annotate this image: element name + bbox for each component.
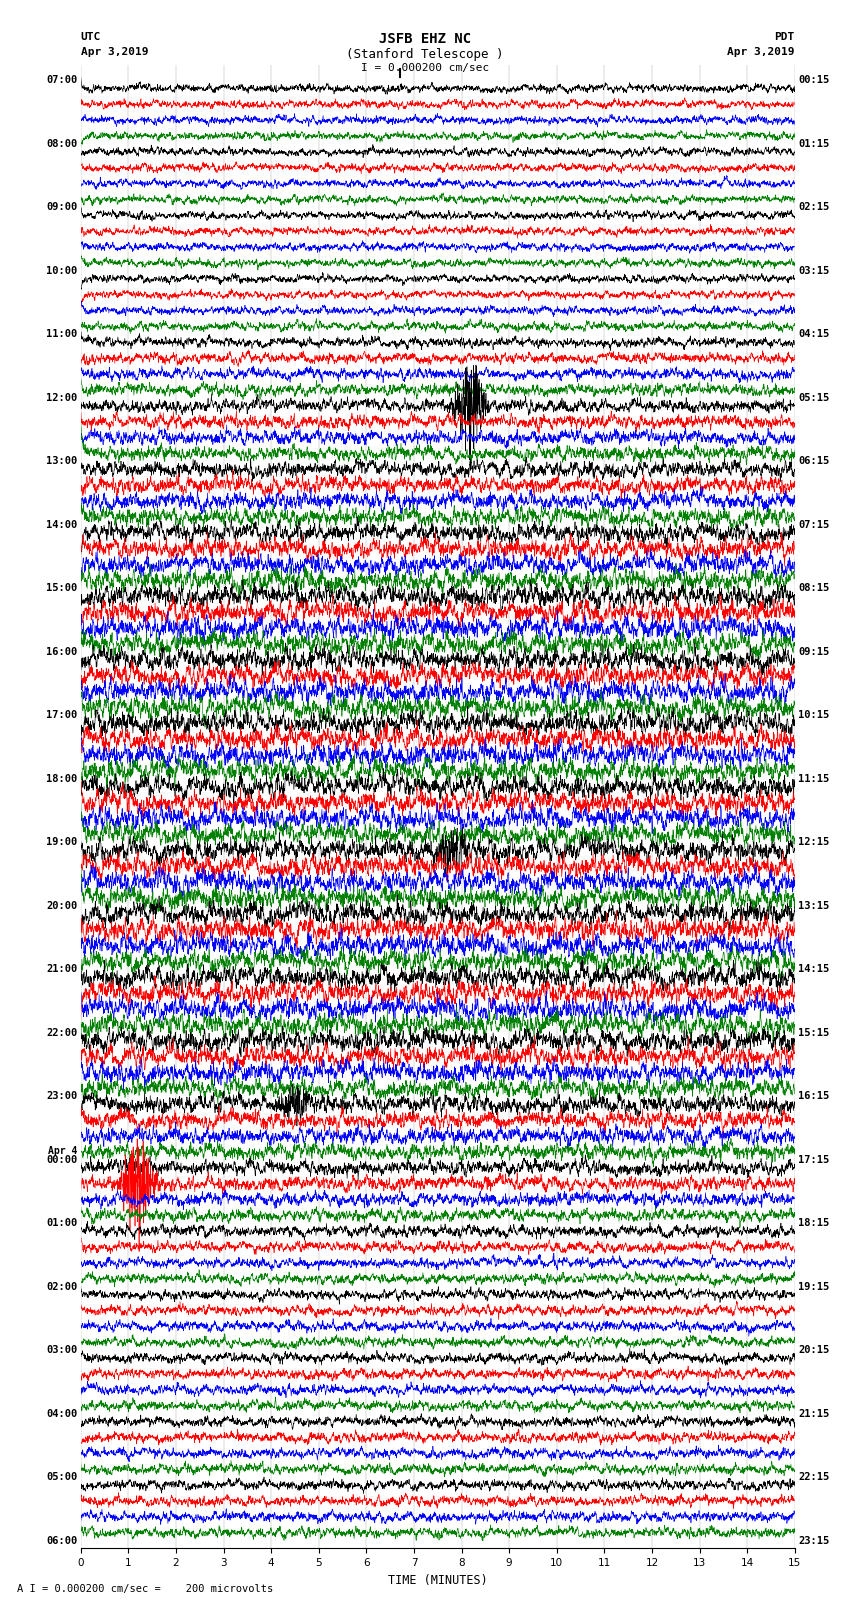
Text: 12:15: 12:15 [798,837,830,847]
Text: 02:15: 02:15 [798,202,830,213]
Text: 01:15: 01:15 [798,139,830,148]
Text: 08:00: 08:00 [46,139,77,148]
Text: 08:15: 08:15 [798,584,830,594]
Text: 03:15: 03:15 [798,266,830,276]
Text: (Stanford Telescope ): (Stanford Telescope ) [346,48,504,61]
Text: 20:15: 20:15 [798,1345,830,1355]
Text: Apr 3,2019: Apr 3,2019 [81,47,148,56]
Text: 02:00: 02:00 [46,1282,77,1292]
Text: JSFB EHZ NC: JSFB EHZ NC [379,32,471,47]
Text: 09:15: 09:15 [798,647,830,656]
Text: 07:15: 07:15 [798,519,830,529]
Text: 14:15: 14:15 [798,965,830,974]
Text: 04:15: 04:15 [798,329,830,339]
Text: 15:15: 15:15 [798,1027,830,1037]
Text: 21:00: 21:00 [46,965,77,974]
Text: 12:00: 12:00 [46,394,77,403]
Text: 06:00: 06:00 [46,1536,77,1545]
Text: Apr 3,2019: Apr 3,2019 [728,47,795,56]
Text: 22:15: 22:15 [798,1473,830,1482]
Text: 07:00: 07:00 [46,76,77,85]
Text: 09:00: 09:00 [46,202,77,213]
Text: PDT: PDT [774,32,795,42]
Text: 10:00: 10:00 [46,266,77,276]
Text: 20:00: 20:00 [46,900,77,911]
Text: 21:15: 21:15 [798,1408,830,1418]
Text: I = 0.000200 cm/sec: I = 0.000200 cm/sec [361,63,489,73]
Text: 14:00: 14:00 [46,519,77,529]
Text: 13:15: 13:15 [798,900,830,911]
Text: 05:00: 05:00 [46,1473,77,1482]
Text: 16:00: 16:00 [46,647,77,656]
Text: 23:00: 23:00 [46,1090,77,1102]
Text: 19:15: 19:15 [798,1282,830,1292]
Text: 17:00: 17:00 [46,710,77,721]
Text: 05:15: 05:15 [798,394,830,403]
Text: A I = 0.000200 cm/sec =    200 microvolts: A I = 0.000200 cm/sec = 200 microvolts [17,1584,273,1594]
Text: UTC: UTC [81,32,101,42]
Text: 18:15: 18:15 [798,1218,830,1227]
Text: 19:00: 19:00 [46,837,77,847]
Text: 18:00: 18:00 [46,774,77,784]
Text: 13:00: 13:00 [46,456,77,466]
Text: 03:00: 03:00 [46,1345,77,1355]
Text: 01:00: 01:00 [46,1218,77,1227]
Text: 11:00: 11:00 [46,329,77,339]
Text: 16:15: 16:15 [798,1090,830,1102]
Text: 06:15: 06:15 [798,456,830,466]
Text: 17:15: 17:15 [798,1155,830,1165]
Text: 00:15: 00:15 [798,76,830,85]
Text: 10:15: 10:15 [798,710,830,721]
Text: 23:15: 23:15 [798,1536,830,1545]
Text: 22:00: 22:00 [46,1027,77,1037]
Text: 00:00: 00:00 [46,1155,77,1165]
Text: 04:00: 04:00 [46,1408,77,1418]
Text: 11:15: 11:15 [798,774,830,784]
X-axis label: TIME (MINUTES): TIME (MINUTES) [388,1574,488,1587]
Text: 15:00: 15:00 [46,584,77,594]
Text: Apr 4: Apr 4 [48,1145,77,1157]
